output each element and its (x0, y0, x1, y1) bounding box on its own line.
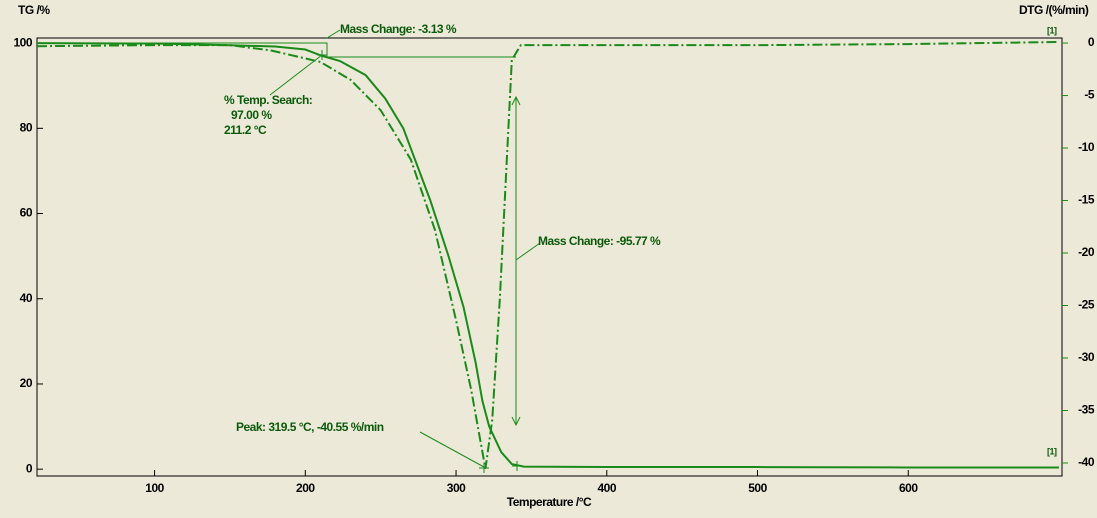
x-tick-label: 500 (748, 481, 767, 495)
y-tick-label: 80 (20, 120, 33, 134)
y2-axis-title: DTG /(%/min) (1019, 3, 1089, 17)
plot-area (36, 37, 1063, 477)
x-axis-title: Temperature /°C (507, 495, 592, 509)
series-line (36, 42, 1059, 469)
arrow-head (511, 416, 521, 427)
annotation: Mass Change: -3.13 % (340, 22, 457, 36)
annotation: [1] (1047, 25, 1057, 35)
x-tick-label: 300 (447, 481, 466, 495)
annotation: Peak: 319.5 °C, -40.55 %/min (236, 420, 384, 434)
annotation: 97.00 % (231, 108, 272, 122)
y2-tick-label: -30 (1078, 350, 1095, 364)
y2-tick-label: 0 (1088, 35, 1095, 49)
y-tick-label: 20 (20, 376, 33, 390)
annotation-line (269, 54, 323, 96)
y-tick-label: 60 (20, 206, 33, 220)
y2-tick-label: -20 (1078, 245, 1095, 259)
annotation: [1] (1047, 446, 1057, 456)
x-tick-label: 200 (296, 481, 315, 495)
annotation: Mass Change: -95.77 % (538, 234, 661, 248)
y2-tick-label: -10 (1078, 140, 1095, 154)
marker (479, 463, 489, 473)
y-tick-label: 40 (20, 291, 33, 305)
annotation-line (326, 29, 341, 39)
annotation: 211.2 °C (224, 123, 267, 137)
x-tick-label: 600 (899, 481, 918, 495)
y-tick-label: 100 (13, 35, 32, 49)
y-axis-title: TG /% (18, 3, 50, 17)
y2-tick-label: -40 (1078, 455, 1095, 469)
y2-tick-label: -5 (1084, 88, 1094, 102)
y2-tick-label: -25 (1078, 298, 1095, 312)
y-tick-label: 0 (26, 461, 33, 475)
x-tick-label: 100 (145, 481, 164, 495)
annotation: % Temp. Search: (224, 93, 312, 107)
arrow-head (511, 95, 521, 106)
y2-tick-label: -35 (1078, 403, 1095, 417)
annotation-line (419, 431, 485, 468)
annotation-line (515, 242, 541, 261)
annotation-line (37, 42, 516, 58)
x-tick-label: 400 (598, 481, 617, 495)
y2-tick-label: -15 (1078, 193, 1095, 207)
